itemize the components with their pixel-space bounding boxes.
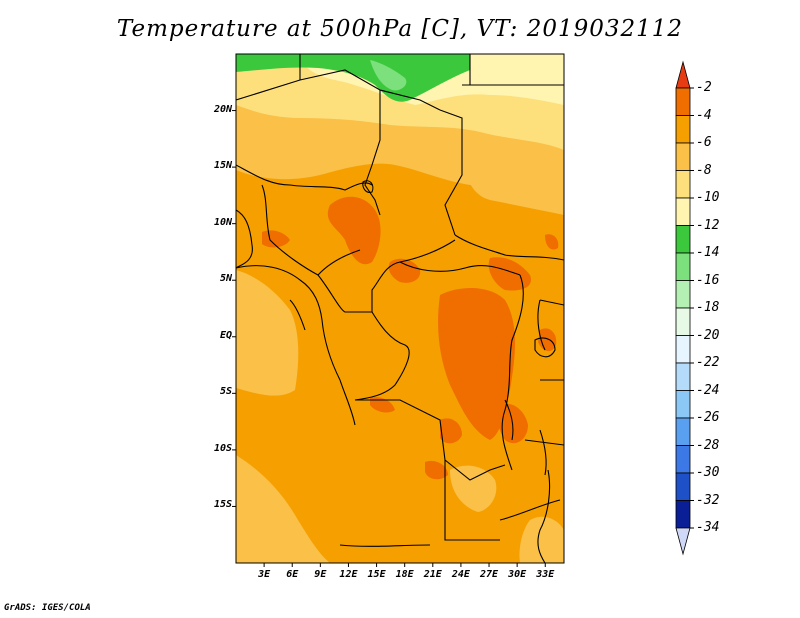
border-angola-namibia <box>339 544 431 547</box>
colorbar-level-label: -26 <box>696 410 720 425</box>
colorbar-level-label: -30 <box>696 465 720 480</box>
colorbar-level-label: -2 <box>696 80 712 95</box>
colorbar-swatch <box>675 417 691 446</box>
colorbar-swatch <box>675 87 691 116</box>
lon-tick-label: 24E <box>451 569 470 580</box>
border-congo-drc <box>354 311 410 401</box>
border-libya-chad <box>439 109 463 236</box>
lon-tick-label: 6E <box>286 569 299 580</box>
colorbar-swatch <box>675 225 691 254</box>
border-sudan-ss <box>454 234 564 261</box>
lat-tick-label: 15N <box>213 160 232 172</box>
field-band-4-k <box>545 234 559 250</box>
colorbar-level-label: -20 <box>696 327 720 343</box>
colorbar <box>675 60 694 556</box>
field-band-8-west <box>236 270 299 396</box>
temperature-field <box>236 54 564 563</box>
colorbar-level-label: -16 <box>696 272 720 288</box>
lon-tick-label: 12E <box>339 569 358 580</box>
colorbar-swatch <box>675 362 691 391</box>
colorbar-level-label: -6 <box>696 135 712 150</box>
border-tanzania <box>524 379 564 446</box>
field-band-4-c <box>488 257 531 291</box>
colorbar-level-label: -12 <box>696 217 720 233</box>
colorbar-over-triangle <box>675 60 691 89</box>
lon-tick-label: 33E <box>536 569 555 580</box>
lon-tick-label: 9E <box>314 569 327 580</box>
lake-chad <box>362 180 374 193</box>
map-title: Temperature at 500hPa [C], VT: 201903211… <box>116 16 684 42</box>
colorbar-swatch <box>675 280 691 309</box>
colorbar-swatch <box>675 142 691 171</box>
border-angola-zambia <box>444 460 500 541</box>
lake-victoria <box>534 337 556 358</box>
colorbar-swatch <box>675 335 691 364</box>
lat-tick-label: 20N <box>213 103 232 115</box>
field-band-4-g <box>440 418 462 444</box>
colorbar-level-label: -14 <box>696 245 720 260</box>
colorbar-level-label: -32 <box>696 492 720 508</box>
field-band-4-h <box>425 460 448 480</box>
lon-tick-label: 15E <box>367 569 386 580</box>
lat-tick-label: 5S <box>219 386 232 398</box>
lon-tick-label: 30E <box>508 569 527 580</box>
border-drc-east <box>501 274 524 471</box>
map-frame <box>235 53 565 564</box>
colorbar-level-label: -34 <box>696 520 720 535</box>
field-band-4-d <box>388 258 421 283</box>
field-band-8-southwest <box>236 455 330 563</box>
lat-tick-label: 15S <box>213 499 232 511</box>
field-band-4-i <box>370 397 395 413</box>
lat-tick-label: 10S <box>213 442 232 454</box>
border-cameroon <box>317 239 456 313</box>
grads-credit: GrADS: IGES/COLA <box>4 603 91 613</box>
border-uganda-kenya <box>537 299 564 351</box>
colorbar-level-label: -24 <box>696 382 720 398</box>
colorbar-swatch <box>675 500 691 529</box>
coast-gulf-guinea <box>289 299 306 331</box>
lon-tick-label: 18E <box>395 569 414 580</box>
field-band-4-b <box>438 288 515 440</box>
border-nigeria <box>261 184 361 276</box>
colorbar-level-label: -22 <box>696 355 720 370</box>
lake-tanganyika <box>504 399 514 441</box>
colorbar-swatch <box>675 252 691 281</box>
colorbar-level-label: -4 <box>696 107 712 123</box>
lon-tick-label: 21E <box>423 569 442 580</box>
colorbar-swatch <box>675 197 691 226</box>
lat-tick-label: 10N <box>213 216 232 228</box>
colorbar-level-label: -8 <box>696 162 712 178</box>
country-borders <box>236 54 564 563</box>
lon-tick-label: 27E <box>479 569 499 580</box>
colorbar-swatch <box>675 170 691 199</box>
border-algeria-niger <box>236 69 441 111</box>
field-band-8-southeast <box>519 516 564 563</box>
field-band-8-south <box>450 465 497 512</box>
west-coastline <box>236 209 356 426</box>
lon-tick-label: 3E <box>258 569 271 580</box>
field-band-14 <box>236 54 470 102</box>
colorbar-swatch <box>675 390 691 419</box>
border-niger-chad <box>364 90 381 216</box>
field-band-16 <box>370 60 407 91</box>
colorbar-level-label: -18 <box>696 300 720 315</box>
colorbar-level-label: -10 <box>696 190 720 205</box>
border-car <box>399 261 521 276</box>
lat-tick-label: 5N <box>219 273 232 285</box>
axis-ticks <box>232 110 546 567</box>
lake-malawi <box>539 429 547 476</box>
field-band-4-a <box>327 196 381 265</box>
colorbar-swatch <box>675 445 691 474</box>
field-band-8-east <box>466 150 564 215</box>
border-mozambique <box>537 469 551 563</box>
lat-tick-label: EQ <box>219 329 232 341</box>
colorbar-swatch <box>675 472 691 501</box>
colorbar-swatch <box>675 115 691 144</box>
colorbar-under-triangle <box>675 527 691 556</box>
colorbar-level-label: -28 <box>696 437 720 453</box>
border-sahel <box>236 164 373 191</box>
border-zambia-zimbabwe <box>499 499 561 521</box>
colorbar-swatch <box>675 307 691 336</box>
